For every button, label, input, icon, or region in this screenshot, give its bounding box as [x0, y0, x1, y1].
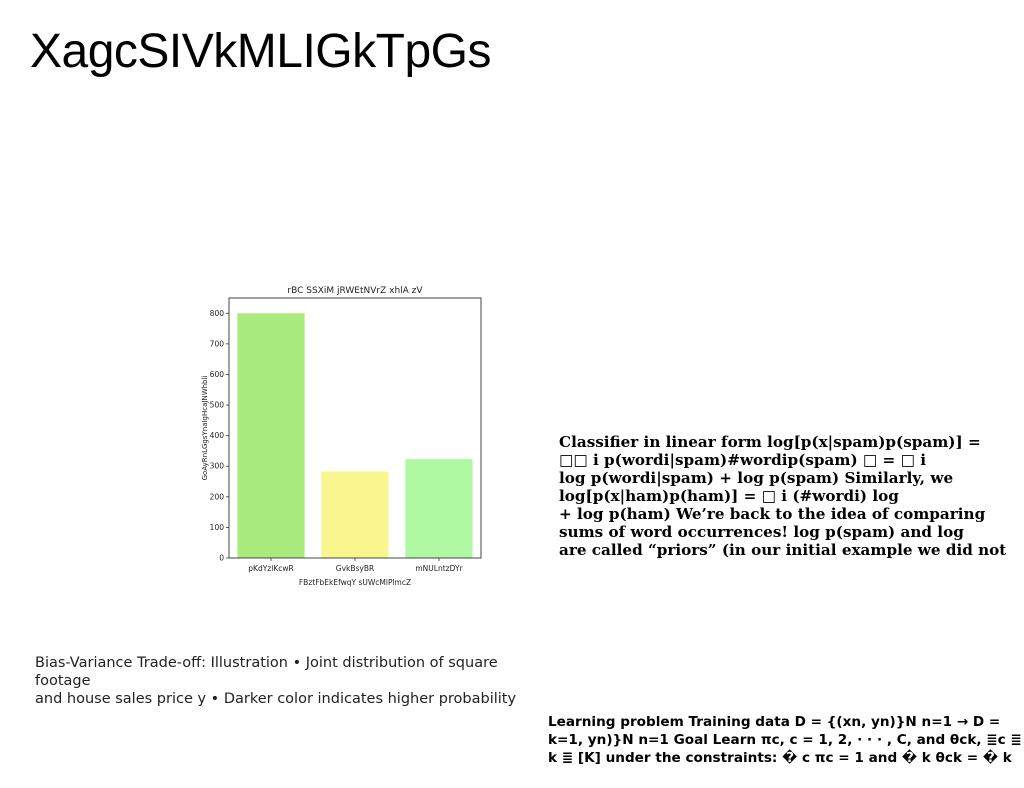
caption-line: and house sales price y • Darker color i… — [35, 691, 517, 707]
text-line: sums of word occurrences! log p(spam) an… — [559, 523, 964, 541]
text-line: + log p(ham) We’re back to the idea of c… — [559, 505, 986, 523]
chart-y-tick-label: 400 — [210, 431, 225, 440]
text-line: log[p(x|ham)p(ham)] = □ i (#wordi) log — [559, 487, 899, 505]
chart-x-tick-label: GvkBsyBR — [336, 564, 374, 573]
chart-x-axis-label: FBztFbEkEfwqY sUWcMlPlmcZ — [299, 578, 411, 587]
chart-axes-frame — [228, 297, 482, 559]
chart-y-tick-label: 300 — [210, 462, 225, 471]
chart-bar — [321, 471, 389, 558]
chart-y-tick-label: 500 — [210, 401, 225, 410]
chart-y-tick-label: 100 — [210, 523, 225, 532]
chart-y-axis-label: GoAyRnLGgsYnaIgHcaJNWhbli — [201, 376, 209, 481]
slide-title: XagcSIVkMLIGkTpGs — [30, 25, 491, 78]
chart-y-tick-label: 800 — [210, 309, 225, 318]
text-line: log p(wordi|spam) + log p(spam) Similarl… — [559, 469, 954, 487]
chart-x-tick-label: pKdYzlKcwR — [248, 564, 293, 573]
chart-y-tick-label: 200 — [210, 492, 225, 501]
chart-plot-area: pKdYzlKcwR GvkBsyBR mNULntzDYr 0 100 200 300 40… — [210, 297, 482, 573]
chart-y-tick-label: 0 — [219, 554, 224, 563]
chart-y-tick-label: 600 — [210, 370, 225, 379]
chart-bar — [405, 459, 473, 558]
text-line: k=1, yn)}N n=1 Goal Learn πc, c = 1, 2, … — [548, 732, 1022, 748]
text-line: Learning problem Training data D = {(xn,… — [548, 714, 1001, 730]
caption: Bias-Variance Trade-off: Illustration • … — [35, 654, 555, 708]
learning-problem-text-block: Learning problem Training data D = {(xn,… — [548, 713, 1024, 767]
chart-title: rBC SSXiM jRWEtNVrZ xhlA zV — [287, 286, 423, 296]
text-line: are called “priors” (in our initial exam… — [559, 541, 1007, 559]
bar-chart: rBC SSXiM jRWEtNVrZ xhlA zV FBztFbEkEfwq… — [192, 278, 492, 594]
chart-bar — [237, 313, 305, 558]
caption-line: Bias-Variance Trade-off: Illustration • … — [35, 655, 498, 689]
classifier-text-block: Classifier in linear form log[p(x|spam)p… — [559, 433, 1024, 559]
text-line: Classifier in linear form log[p(x|spam)p… — [559, 433, 981, 451]
text-line: □□ i p(wordi|spam)#wordip(spam) □ = □ i — [559, 451, 926, 469]
chart-x-tick-label: mNULntzDYr — [415, 564, 463, 573]
text-line: k ≣ [K] under the constraints: � c πc = … — [548, 750, 1012, 766]
chart-y-tick-label: 700 — [210, 339, 225, 348]
bar-chart-svg: rBC SSXiM jRWEtNVrZ xhlA zV FBztFbEkEfwq… — [201, 286, 482, 587]
